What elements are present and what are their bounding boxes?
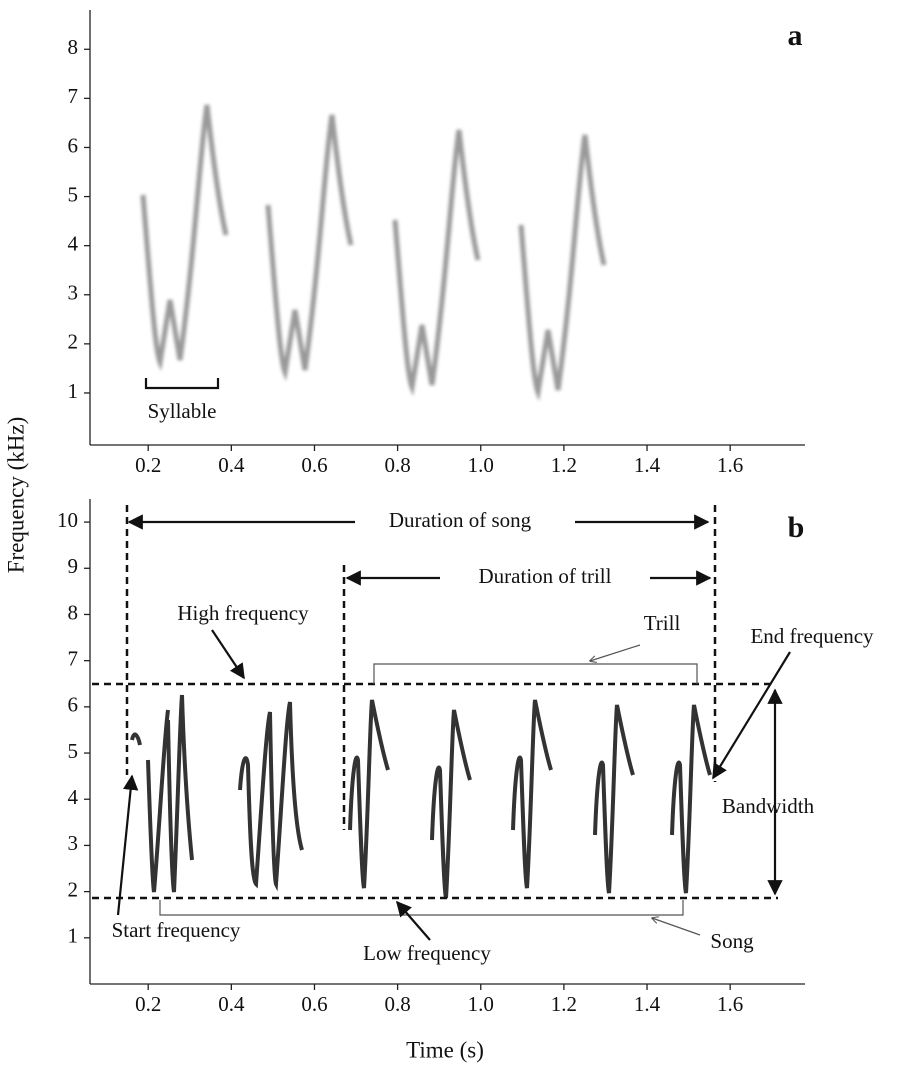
y-tick-label: 8 bbox=[68, 35, 79, 59]
annotation: Song bbox=[710, 929, 754, 953]
x-tick-label: 0.2 bbox=[135, 453, 161, 477]
y-axis-label: Frequency (kHz) bbox=[3, 417, 28, 573]
y-tick-label: 10 bbox=[57, 508, 78, 532]
panel-label: b bbox=[788, 511, 805, 544]
panel-label: a bbox=[788, 19, 803, 52]
x-tick-label: 1.0 bbox=[468, 453, 494, 477]
y-tick-label: 4 bbox=[68, 231, 79, 255]
x-tick-label: 0.4 bbox=[218, 992, 245, 1016]
x-tick-label: 0.6 bbox=[301, 992, 327, 1016]
annotation: Start frequency bbox=[112, 918, 241, 942]
y-tick-label: 2 bbox=[68, 330, 79, 354]
annotation: Trill bbox=[644, 611, 681, 635]
y-tick-label: 2 bbox=[68, 877, 79, 901]
x-tick-label: 0.4 bbox=[218, 453, 245, 477]
annotation: Low frequency bbox=[363, 941, 491, 965]
x-tick-label: 1.6 bbox=[717, 992, 743, 1016]
y-tick-label: 6 bbox=[68, 693, 79, 717]
x-tick-label: 1.4 bbox=[634, 453, 661, 477]
y-tick-label: 8 bbox=[68, 600, 79, 624]
y-tick-label: 3 bbox=[68, 831, 79, 855]
y-tick-label: 1 bbox=[68, 924, 79, 948]
x-tick-label: 1.6 bbox=[717, 453, 743, 477]
x-tick-label: 1.4 bbox=[634, 992, 661, 1016]
x-tick-label: 1.2 bbox=[551, 453, 577, 477]
annotation: Duration of trill bbox=[479, 564, 612, 588]
annotation: Duration of song bbox=[389, 508, 532, 532]
x-tick-label: 0.6 bbox=[301, 453, 327, 477]
y-tick-label: 7 bbox=[68, 84, 79, 108]
annotation: End frequency bbox=[750, 624, 874, 648]
annotations bbox=[92, 378, 791, 941]
y-tick-label: 4 bbox=[68, 785, 79, 809]
x-tick-label: 0.8 bbox=[384, 992, 410, 1016]
y-tick-label: 9 bbox=[68, 554, 79, 578]
x-tick-label: 0.8 bbox=[384, 453, 410, 477]
y-tick-label: 1 bbox=[68, 379, 79, 403]
y-tick-label: 3 bbox=[68, 281, 79, 305]
y-tick-label: 5 bbox=[68, 182, 79, 206]
y-tick-label: 6 bbox=[68, 133, 79, 157]
x-tick-label: 0.2 bbox=[135, 992, 161, 1016]
annotation: Syllable bbox=[148, 399, 217, 423]
x-tick-label: 1.2 bbox=[551, 992, 577, 1016]
x-axis-label: Time (s) bbox=[406, 1037, 484, 1062]
spectrogram-a bbox=[143, 105, 604, 392]
x-tick-label: 1.0 bbox=[468, 992, 494, 1016]
y-tick-label: 7 bbox=[68, 646, 79, 670]
annotation: Bandwidth bbox=[722, 794, 815, 818]
spectrogram-b bbox=[130, 694, 712, 900]
annotation: High frequency bbox=[177, 601, 309, 625]
y-tick-label: 5 bbox=[68, 739, 79, 763]
